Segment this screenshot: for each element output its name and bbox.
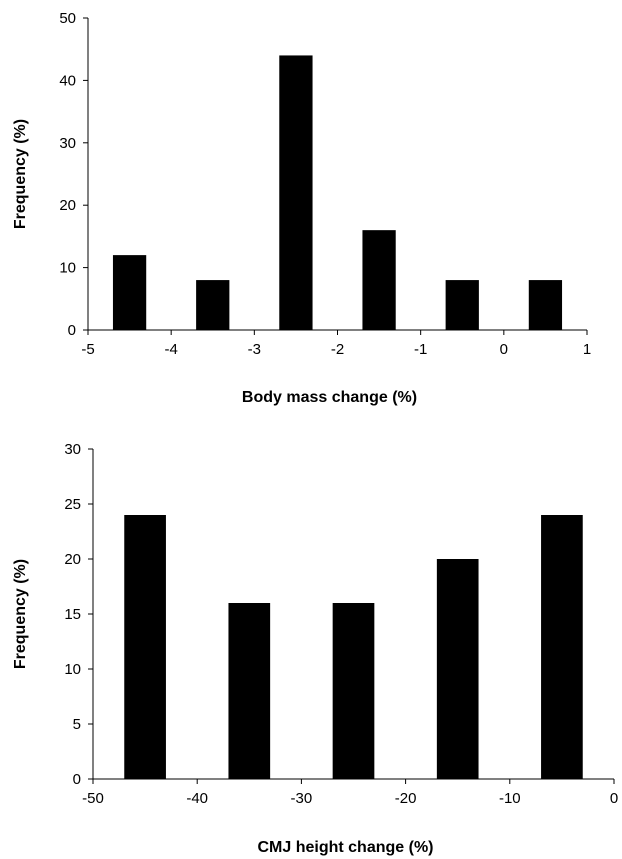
x-tick-label: -1	[414, 341, 427, 358]
bar-3	[436, 559, 479, 779]
bar-0	[124, 515, 166, 779]
bar-4	[541, 515, 583, 779]
x-tick-label: -4	[164, 341, 177, 358]
y-tick-label: 5	[73, 716, 81, 733]
bar-2	[279, 55, 313, 330]
y-tick-label: 50	[59, 10, 76, 27]
bar-1	[196, 280, 230, 330]
x-tick-label: 1	[583, 341, 591, 358]
y-axis-label: Frequency (%)	[12, 119, 29, 229]
y-tick-label: 10	[59, 260, 76, 277]
x-axis-label: Body mass change (%)	[242, 389, 417, 406]
y-tick-label: 15	[64, 606, 81, 623]
bar-2	[332, 603, 375, 779]
x-tick-label: -2	[331, 341, 344, 358]
x-tick-label: -10	[499, 790, 521, 807]
bar-4	[445, 280, 479, 330]
x-tick-label: -30	[291, 790, 313, 807]
bar-3	[362, 230, 396, 330]
y-tick-label: 25	[64, 496, 81, 513]
x-tick-label: -50	[82, 790, 104, 807]
bar-1	[228, 603, 271, 779]
bar-5	[528, 280, 563, 330]
y-axis-label: Frequency (%)	[12, 559, 29, 669]
x-tick-label: -20	[395, 790, 417, 807]
y-tick-label: 30	[59, 135, 76, 152]
chart-body-mass-change: 0 10 20 30 40 50 -5 -4 -3 -2 -1 0 1 Body mass change …	[12, 10, 591, 406]
x-axis-label: CMJ height change (%)	[257, 839, 433, 856]
x-tick-label: 0	[500, 341, 508, 358]
x-tick-label: -3	[248, 341, 261, 358]
x-tick-label: -5	[81, 341, 94, 358]
y-tick-label: 40	[59, 72, 76, 89]
bar-0	[112, 255, 147, 330]
chart-cmj-height-change: 0 5 10 15 20 25 30 -50 -40 -30 -20 -10 0 CMJ height c…	[12, 441, 618, 856]
y-tick-label: 30	[64, 441, 81, 458]
y-tick-label: 20	[64, 551, 81, 568]
y-tick-label: 20	[59, 197, 76, 214]
x-tick-label: 0	[610, 790, 618, 807]
y-tick-label: 10	[64, 661, 81, 678]
x-tick-label: -40	[186, 790, 208, 807]
y-tick-label: 0	[73, 771, 81, 788]
y-tick-label: 0	[68, 322, 76, 339]
